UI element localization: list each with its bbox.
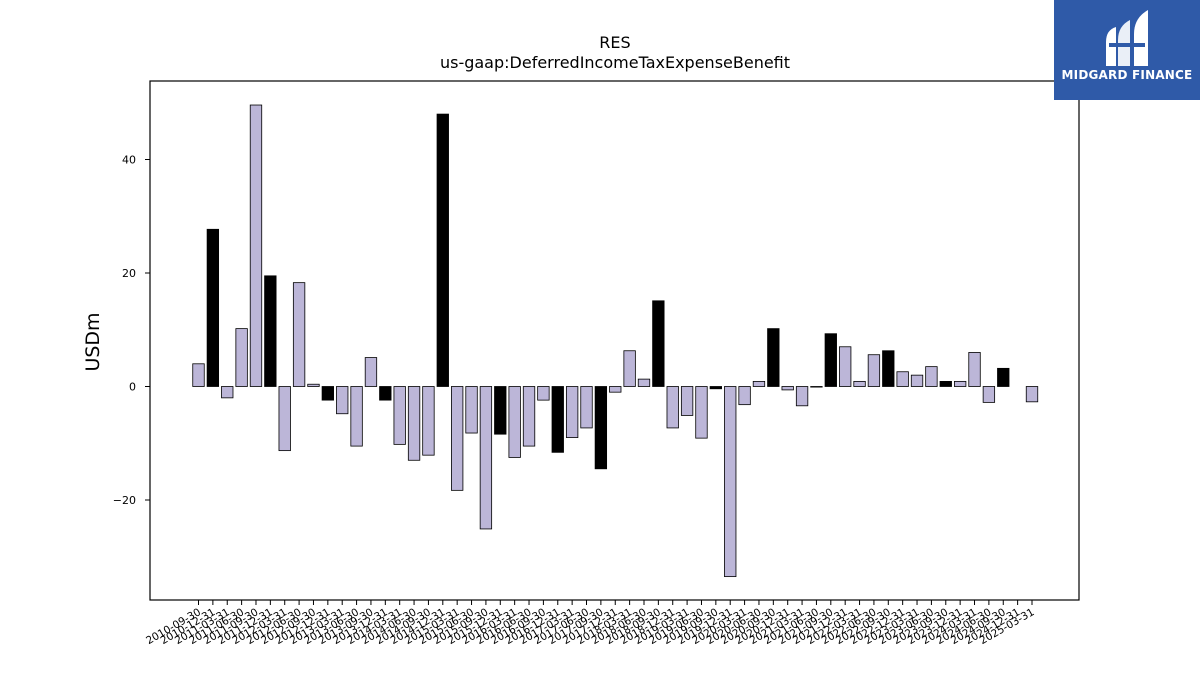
bar <box>192 363 205 387</box>
bar <box>853 380 866 387</box>
bar <box>767 328 780 387</box>
y-axis-label: USDm <box>82 312 104 371</box>
logo-mark-icon <box>1106 10 1148 66</box>
bar <box>623 350 636 387</box>
bar <box>465 386 478 434</box>
bar <box>379 386 392 401</box>
bar <box>839 346 852 387</box>
bar <box>494 386 507 435</box>
bar <box>910 374 924 387</box>
bar <box>278 386 291 452</box>
brand-logo: MIDGARD FINANCE <box>1054 0 1200 100</box>
bar <box>422 386 435 456</box>
bar <box>997 367 1010 387</box>
bar <box>738 386 751 406</box>
bar <box>350 386 363 447</box>
bar <box>982 386 996 403</box>
bar <box>781 386 794 391</box>
bar <box>565 386 579 438</box>
bar <box>264 275 277 387</box>
y-tick-label: 40 <box>122 154 136 167</box>
bar <box>336 386 349 415</box>
bar <box>709 386 722 390</box>
bar <box>479 386 493 530</box>
bar <box>221 386 234 399</box>
bar <box>235 328 248 387</box>
bar <box>882 350 895 387</box>
y-axis-ticks: −20 0 20 40 <box>113 154 150 507</box>
bar <box>968 352 981 387</box>
y-tick-label: −20 <box>113 494 136 507</box>
bar <box>795 386 809 407</box>
bar <box>752 380 766 387</box>
chart-subtitle: us-gaap:DeferredIncomeTaxExpenseBenefit <box>440 53 790 72</box>
bar <box>824 333 837 387</box>
bar <box>249 104 263 387</box>
bar <box>292 282 306 387</box>
bar <box>551 386 564 453</box>
bar <box>508 386 521 458</box>
bar <box>724 386 737 578</box>
bar <box>652 300 665 387</box>
logo-text: MIDGARD FINANCE <box>1061 68 1193 82</box>
bar <box>364 357 378 387</box>
bar <box>867 354 881 387</box>
bar <box>637 378 651 387</box>
bar <box>522 386 536 447</box>
bar <box>925 366 938 387</box>
bar <box>321 386 334 401</box>
bar <box>594 386 608 470</box>
chart-title: RES <box>599 33 630 52</box>
bar <box>666 386 679 429</box>
bar <box>451 386 464 491</box>
y-tick-label: 0 <box>129 381 136 394</box>
bar <box>580 386 593 429</box>
bar <box>695 386 708 439</box>
plot-frame <box>149 80 1080 601</box>
bar <box>407 386 421 461</box>
bar <box>939 380 952 387</box>
bars-group <box>192 104 1039 578</box>
bar <box>954 380 967 387</box>
bar <box>1025 386 1039 403</box>
bar <box>680 386 694 416</box>
bar <box>436 113 449 387</box>
bar <box>393 386 406 445</box>
bar <box>609 386 622 393</box>
x-axis-ticks: 2010-09-302010-12-312011-03-312011-06-30… <box>144 600 1037 647</box>
bar <box>206 228 220 387</box>
bar <box>896 371 909 387</box>
bar <box>307 383 320 387</box>
bar <box>537 386 550 401</box>
y-tick-label: 20 <box>122 267 136 280</box>
bar <box>810 386 823 388</box>
